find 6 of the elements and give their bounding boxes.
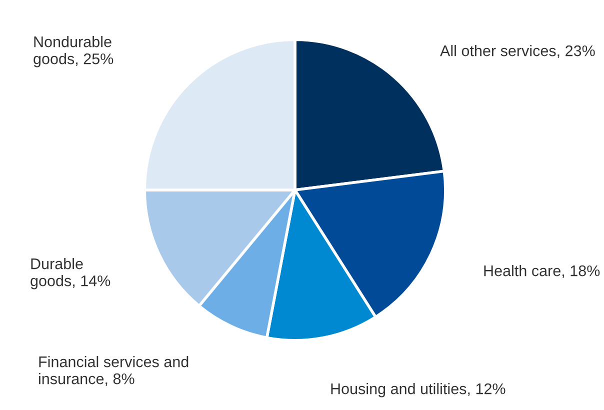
slice-label: Financial services and insurance, 8% bbox=[39, 356, 188, 386]
slice-label: All other services, 23% bbox=[440, 45, 595, 58]
slice-label: Housing and utilities, 12% bbox=[331, 383, 506, 398]
slice-label: Nondurable goods, 25% bbox=[34, 36, 114, 68]
slice-label: Durable goods, 14% bbox=[30, 258, 110, 290]
slice-label: Health care, 18% bbox=[484, 265, 600, 278]
